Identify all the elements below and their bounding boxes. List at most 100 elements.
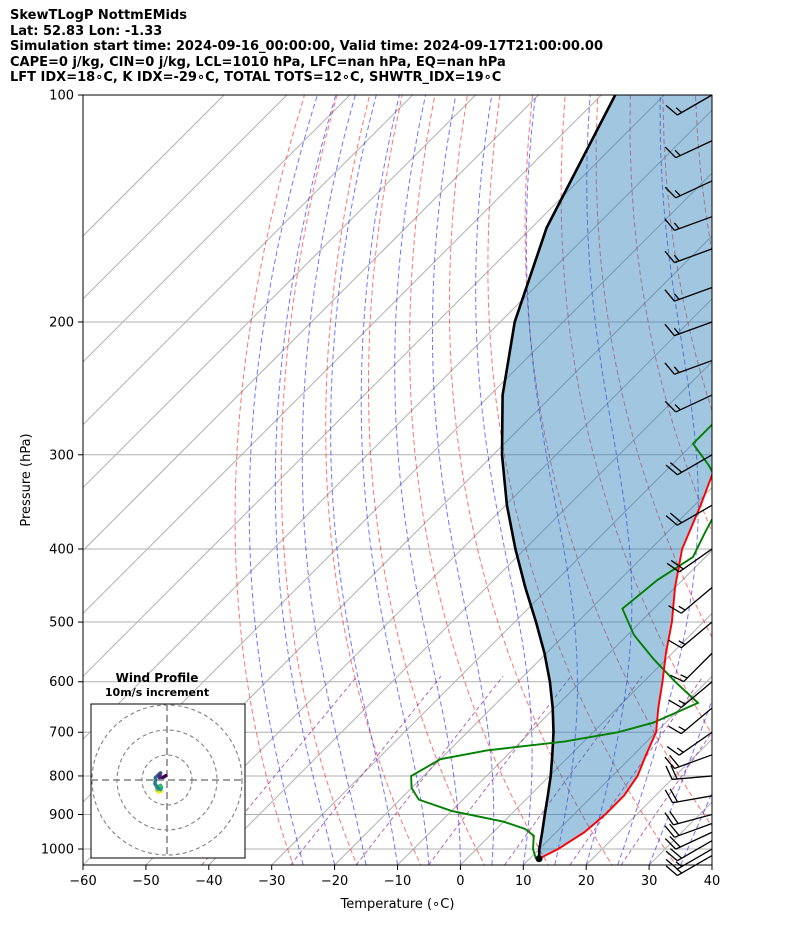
moist-adiabat — [301, 95, 367, 865]
barb-feather — [669, 512, 683, 524]
wind-barb — [664, 788, 713, 804]
isotherm-gridline — [83, 95, 288, 300]
hodograph-segment — [161, 774, 168, 779]
barb-feather — [664, 186, 677, 199]
barb-feather — [669, 810, 679, 824]
barb-half-feather — [678, 605, 686, 611]
dewpoint-line — [410, 423, 712, 859]
barb-staff — [675, 180, 713, 199]
barb-feather — [665, 104, 678, 116]
barb-staff — [674, 248, 713, 264]
barb-staff — [672, 795, 713, 804]
temperature-line — [538, 472, 712, 860]
wind-barb — [666, 548, 713, 573]
barb-half-feather — [673, 327, 680, 335]
barb-feather — [669, 788, 679, 803]
mixing-ratio-line — [569, 675, 704, 865]
y-tick-label: 400 — [49, 542, 74, 557]
y-tick-label: 500 — [49, 616, 74, 631]
dry-adiabat — [280, 95, 358, 865]
dry-adiabat — [368, 95, 486, 865]
mixing-ratio-line — [620, 731, 712, 865]
wind-barbs — [664, 94, 713, 877]
wind-barb — [664, 394, 713, 413]
barb-feather — [664, 400, 677, 413]
barb-feather — [664, 812, 674, 826]
x-tick-label: 30 — [641, 874, 658, 889]
dry-adiabat — [761, 95, 794, 868]
moist-adiabat — [360, 95, 430, 865]
barb-feather — [669, 848, 683, 859]
x-tick-label: 40 — [704, 874, 721, 889]
barb-staff — [675, 140, 713, 159]
barb-feather — [665, 865, 678, 877]
barb-staff — [683, 652, 713, 682]
isotherm-gridline — [83, 95, 351, 363]
moist-adiabat — [617, 95, 699, 865]
chart-header: SkewTLogP NottmEMids Lat: 52.83 Lon: -1.… — [10, 8, 603, 86]
hodograph-title: Wind Profile — [116, 671, 199, 685]
y-tick-label: 300 — [49, 448, 74, 463]
x-tick-label: −20 — [321, 874, 348, 889]
barb-staff — [673, 813, 713, 826]
barb-feather — [664, 838, 677, 850]
barb-feather — [666, 562, 680, 573]
axes: −60 −50 −40 −30 −20 −10 0 10 20 30 40 100 200 300 400 5… — [19, 89, 720, 913]
barb-staff — [677, 504, 713, 526]
y-tick-label: 700 — [49, 726, 74, 741]
profile-lines — [410, 95, 712, 863]
wind-barb — [668, 621, 713, 649]
x-tick-label: 10 — [515, 874, 532, 889]
barb-feather — [664, 756, 675, 769]
barb-half-feather — [678, 699, 686, 705]
barb-half-feather — [676, 747, 684, 753]
barb-staff — [674, 359, 713, 375]
barb-staff — [675, 394, 713, 413]
barb-staff — [678, 548, 713, 573]
barb-feather — [665, 858, 678, 870]
isotherm-gridline — [83, 95, 665, 678]
wind-barb — [670, 652, 713, 683]
wind-barb — [664, 248, 713, 264]
dry-adiabat — [728, 95, 794, 868]
y-tick-label: 1000 — [41, 843, 74, 858]
barb-feather — [668, 725, 682, 735]
wind-barb — [664, 140, 713, 159]
isotherm-gridline — [83, 95, 602, 615]
barb-feather — [664, 146, 677, 159]
wind-barb — [668, 681, 713, 709]
wind-barb — [666, 731, 713, 756]
barb-feather — [665, 765, 673, 780]
barb-feather — [670, 765, 678, 780]
mixing-ratio-line — [201, 675, 358, 865]
moist-adiabat — [525, 95, 578, 865]
y-tick-label: 200 — [49, 315, 74, 330]
y-tick-label: 900 — [49, 808, 74, 823]
isotherm-gridline — [271, 423, 712, 865]
moist-adiabat — [585, 95, 633, 865]
isotherm-gridline — [83, 95, 539, 552]
y-tick-label: 600 — [49, 675, 74, 690]
time-line: Simulation start time: 2024-09-16_00:00:… — [10, 39, 603, 54]
isotherm-gridline — [334, 486, 712, 865]
wind-barb — [668, 587, 713, 614]
wind-barb — [665, 840, 713, 862]
wind-barb — [664, 180, 713, 199]
barb-half-feather — [678, 726, 686, 732]
barb-staff — [674, 822, 713, 838]
x-tick-label: −60 — [69, 874, 96, 889]
barb-feather — [665, 850, 678, 862]
barb-staff — [680, 621, 713, 649]
moist-adiabat — [330, 95, 398, 865]
mixing-ratio-line — [504, 675, 643, 865]
barb-feather — [668, 605, 682, 614]
barb-half-feather — [673, 222, 680, 230]
barb-feather — [669, 462, 683, 473]
x-tick-label: −40 — [195, 874, 222, 889]
barb-half-feather — [675, 861, 683, 868]
isotherm-gridline — [522, 675, 712, 865]
dry-adiabat — [662, 95, 712, 413]
wind-barb — [664, 822, 713, 838]
wind-barb — [664, 754, 713, 770]
x-axis-label: Temperature (∘C) — [340, 897, 455, 912]
